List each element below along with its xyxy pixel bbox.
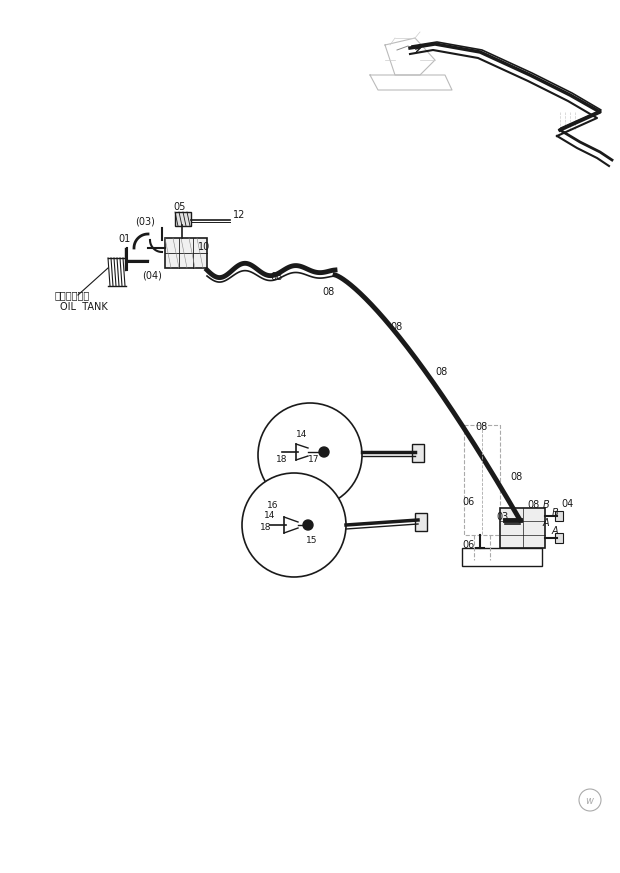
- Bar: [165, 238, 207, 268]
- Text: 08: 08: [475, 422, 487, 432]
- Bar: [412, 444, 424, 462]
- Text: A: A: [543, 518, 549, 528]
- Text: 14: 14: [296, 430, 308, 439]
- Text: 01: 01: [118, 234, 130, 244]
- Text: 08: 08: [322, 287, 334, 297]
- Text: (04): (04): [142, 270, 162, 280]
- Circle shape: [303, 520, 313, 530]
- Bar: [415, 513, 427, 531]
- Circle shape: [258, 403, 362, 507]
- Text: 15: 15: [306, 536, 317, 545]
- Text: 18: 18: [276, 455, 288, 464]
- Text: w: w: [585, 796, 593, 806]
- Bar: [175, 212, 191, 226]
- Text: 10: 10: [198, 242, 210, 252]
- Text: 05: 05: [173, 202, 185, 212]
- Text: A: A: [552, 526, 559, 536]
- Text: 06: 06: [462, 540, 474, 550]
- Bar: [462, 548, 542, 566]
- Text: 14: 14: [264, 511, 275, 520]
- Text: 08: 08: [270, 272, 282, 282]
- Text: 04: 04: [561, 499, 574, 509]
- Text: (03): (03): [135, 217, 155, 227]
- Bar: [555, 533, 563, 543]
- Text: 17: 17: [308, 455, 319, 464]
- Bar: [555, 511, 563, 521]
- Text: 08: 08: [435, 367, 447, 377]
- Text: 06: 06: [462, 497, 474, 507]
- Text: 08: 08: [527, 500, 539, 510]
- Circle shape: [242, 473, 346, 577]
- Bar: [500, 508, 545, 548]
- Bar: [464, 425, 500, 535]
- Text: 08: 08: [510, 472, 522, 482]
- Text: 18: 18: [260, 523, 272, 532]
- Text: OIL  TANK: OIL TANK: [60, 302, 108, 312]
- Text: 12: 12: [233, 210, 246, 220]
- Text: 03: 03: [496, 512, 508, 522]
- Text: 16: 16: [267, 501, 278, 510]
- Circle shape: [319, 447, 329, 457]
- Text: オイルタンク: オイルタンク: [55, 290, 91, 300]
- Text: 08: 08: [390, 322, 402, 332]
- Text: B: B: [552, 508, 559, 518]
- Text: B: B: [543, 500, 550, 510]
